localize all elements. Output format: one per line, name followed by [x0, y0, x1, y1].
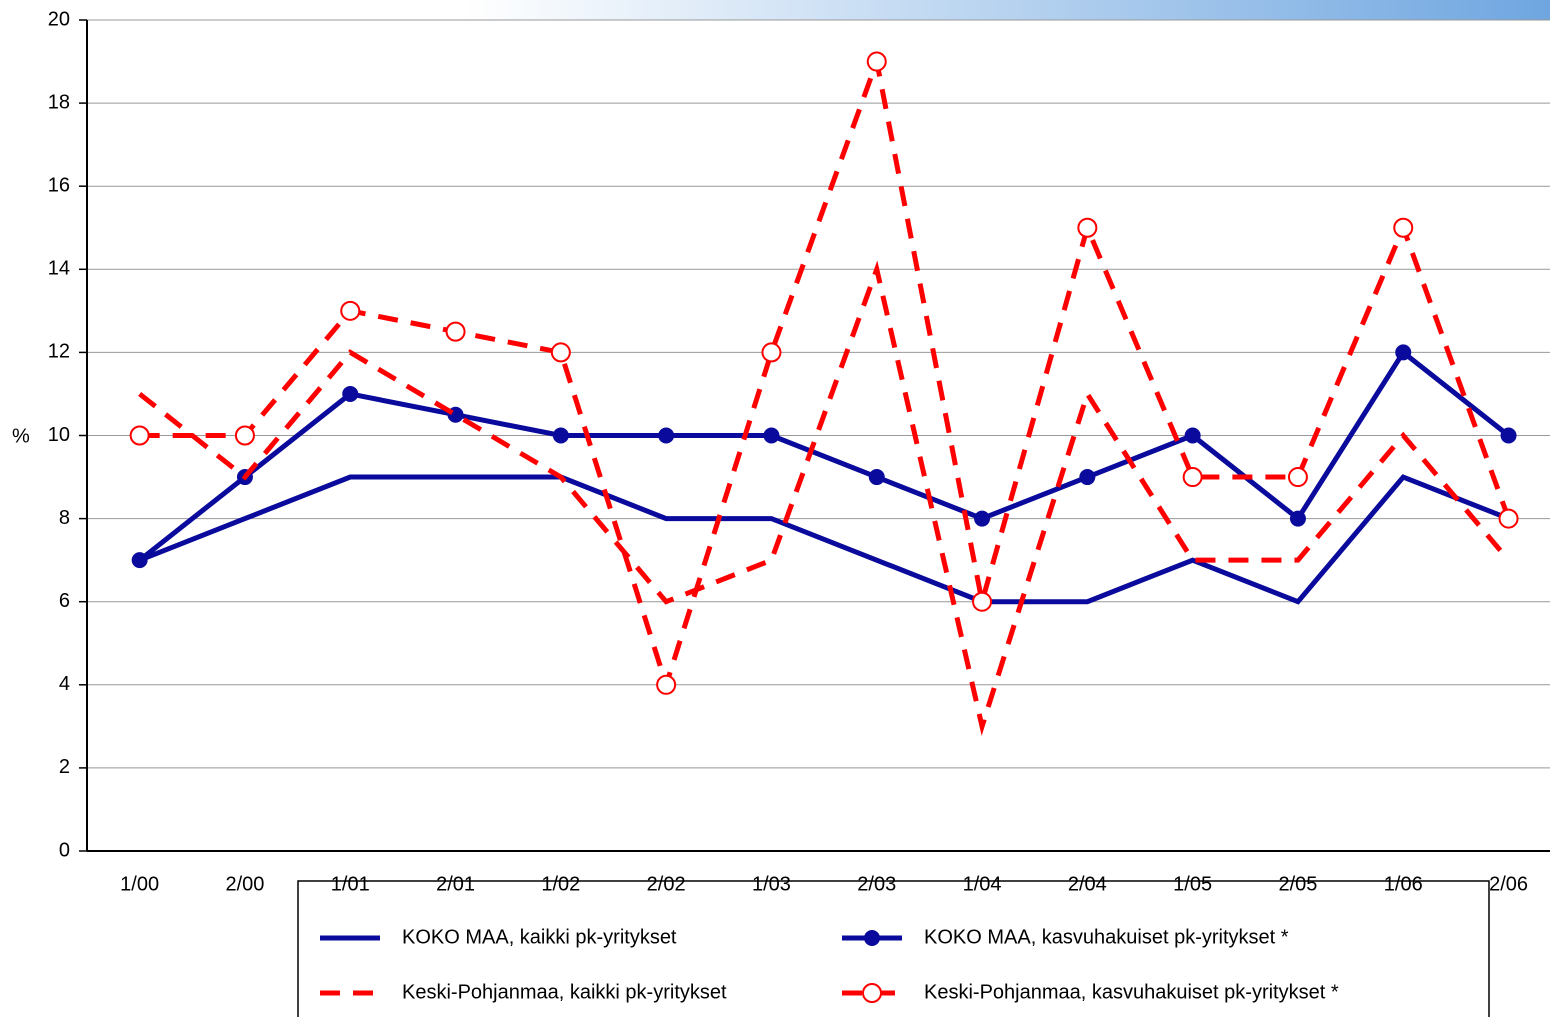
- y-tick-label: 10: [48, 424, 70, 446]
- x-tick-label: 2/04: [1068, 873, 1107, 895]
- data-point: [1079, 469, 1096, 486]
- x-tick-label: 2/01: [436, 873, 475, 895]
- legend-label: Keski-Pohjanmaa, kaikki pk-yritykset: [402, 981, 727, 1003]
- legend-marker: [862, 983, 882, 1003]
- legend-marker: [864, 930, 880, 946]
- x-tick-label: 2/02: [647, 873, 686, 895]
- data-point: [234, 425, 255, 446]
- data-point: [1395, 344, 1412, 361]
- data-point: [656, 674, 677, 695]
- y-tick-label: 16: [48, 174, 70, 196]
- data-point: [1182, 467, 1203, 488]
- y-tick-label: 8: [59, 507, 70, 529]
- y-tick-label: 14: [48, 258, 70, 280]
- x-tick-label: 1/04: [963, 873, 1002, 895]
- y-tick-label: 0: [59, 839, 70, 861]
- data-point: [1077, 217, 1098, 238]
- data-point: [1184, 427, 1201, 444]
- x-tick-label: 2/05: [1278, 873, 1317, 895]
- data-point: [342, 385, 359, 402]
- data-point: [131, 552, 148, 569]
- x-tick-label: 2/06: [1489, 873, 1528, 895]
- data-point: [1500, 427, 1517, 444]
- y-axis-label: %: [12, 425, 30, 447]
- x-tick-label: 2/03: [857, 873, 896, 895]
- x-tick-label: 1/06: [1384, 873, 1423, 895]
- data-point: [552, 427, 569, 444]
- x-tick-label: 1/02: [541, 873, 580, 895]
- legend-label: KOKO MAA, kaikki pk-yritykset: [402, 926, 677, 948]
- series-line: [139, 52, 1511, 694]
- data-point: [445, 321, 466, 342]
- data-point: [1289, 510, 1306, 527]
- data-point: [658, 427, 675, 444]
- series-line: [138, 260, 1511, 736]
- x-tick-label: 1/05: [1173, 873, 1212, 895]
- series-line: [138, 348, 1511, 563]
- data-point: [868, 469, 885, 486]
- data-point: [866, 51, 887, 72]
- x-tick-label: 1/00: [120, 873, 159, 895]
- data-point: [550, 342, 571, 363]
- data-point: [763, 427, 780, 444]
- y-tick-label: 6: [59, 590, 70, 612]
- legend-label: KOKO MAA, kasvuhakuiset pk-yritykset *: [924, 926, 1289, 948]
- data-point: [1498, 508, 1519, 529]
- data-point: [974, 510, 991, 527]
- y-tick-label: 4: [59, 673, 70, 695]
- y-tick-label: 2: [59, 756, 70, 778]
- x-tick-label: 1/01: [331, 873, 370, 895]
- data-point: [129, 425, 150, 446]
- y-tick-label: 20: [48, 8, 70, 30]
- data-point: [761, 342, 782, 363]
- y-tick-label: 12: [48, 341, 70, 363]
- data-point: [340, 300, 361, 321]
- data-point: [1393, 217, 1414, 238]
- x-tick-label: 1/03: [752, 873, 791, 895]
- x-tick-label: 2/00: [225, 873, 264, 895]
- y-tick-label: 18: [48, 91, 70, 113]
- legend-label: Keski-Pohjanmaa, kasvuhakuiset pk-yrityk…: [924, 981, 1339, 1003]
- series-line: [138, 474, 1510, 605]
- background-band: [0, 0, 1550, 20]
- data-point: [972, 591, 993, 612]
- data-point: [1287, 467, 1308, 488]
